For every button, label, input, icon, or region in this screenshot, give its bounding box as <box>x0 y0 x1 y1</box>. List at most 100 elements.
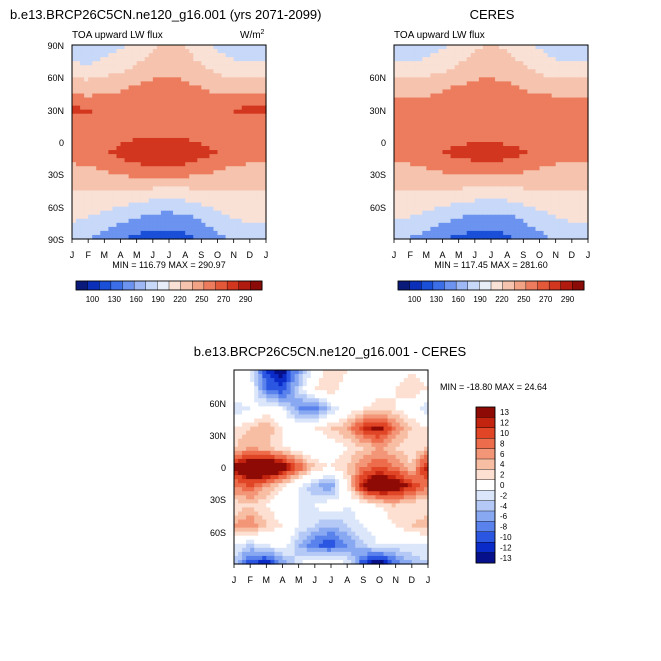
heatmap-cell <box>583 53 589 58</box>
heatmap-cell <box>547 57 553 62</box>
heatmap-cell <box>140 146 146 151</box>
heatmap-cell <box>177 226 182 232</box>
heatmap-cell <box>331 370 336 375</box>
heatmap-cell <box>503 93 508 99</box>
heatmap-cell <box>414 162 419 167</box>
heatmap-cell <box>193 194 198 200</box>
heatmap-cell <box>474 61 480 66</box>
heatmap-cell <box>450 198 456 204</box>
heatmap-cell <box>434 93 440 99</box>
heatmap-cell <box>241 105 247 111</box>
heatmap-cell <box>551 178 557 184</box>
heatmap-cell <box>144 222 150 228</box>
heatmap-cell <box>96 178 101 184</box>
panel-diff: b.e13.BRCP26C5CN.ne120_g16.001 - CERES 6… <box>194 344 547 585</box>
heatmap-cell <box>181 61 186 66</box>
heatmap-cell <box>523 125 528 131</box>
heatmap-cell <box>189 178 194 184</box>
heatmap-cell <box>225 57 231 62</box>
heatmap-cell <box>245 146 251 151</box>
heatmap-cell <box>148 218 154 224</box>
heatmap-cell <box>128 226 134 232</box>
heatmap-cell <box>523 137 528 143</box>
heatmap-cell <box>128 109 134 115</box>
heatmap-cell <box>430 125 436 131</box>
heatmap-cell <box>486 73 492 78</box>
heatmap-cell <box>92 69 97 74</box>
heatmap-cell <box>88 166 93 171</box>
heatmap-cell <box>579 154 585 159</box>
heatmap-cell <box>398 129 403 135</box>
heatmap-cell <box>189 121 194 127</box>
heatmap-cell <box>104 109 109 115</box>
heatmap-cell <box>567 65 573 70</box>
heatmap-cell <box>406 206 411 212</box>
heatmap-cell <box>298 386 304 391</box>
colorbar-swatch <box>75 280 89 291</box>
colorbar-swatch <box>490 280 504 291</box>
colorbar-swatch <box>203 280 217 291</box>
heatmap-cell <box>80 133 85 139</box>
heatmap-cell <box>406 121 411 127</box>
heatmap-cell <box>225 162 231 167</box>
heatmap-cell <box>213 158 219 163</box>
heatmap-cell <box>402 129 407 135</box>
heatmap-cell <box>567 121 573 127</box>
heatmap-cell <box>177 166 182 171</box>
heatmap-cell <box>402 202 407 208</box>
heatmap-cell <box>575 162 581 167</box>
heatmap-cell <box>306 382 312 387</box>
heatmap-cell <box>189 222 194 228</box>
heatmap-cell <box>205 214 211 220</box>
heatmap-cell <box>434 214 440 220</box>
heatmap-cell <box>503 97 508 103</box>
colorbar-label: 220 <box>173 295 187 304</box>
heatmap-cell <box>394 137 399 143</box>
panel-model-units-sup: 2 <box>261 29 265 36</box>
heatmap-cell <box>567 174 573 179</box>
heatmap-cell <box>156 182 162 188</box>
heatmap-cell <box>418 53 423 58</box>
heatmap-cell <box>80 158 85 163</box>
heatmap-cell <box>160 77 166 82</box>
heatmap-cell <box>567 194 573 200</box>
heatmap-cell <box>201 230 206 236</box>
heatmap-cell <box>347 374 352 379</box>
heatmap-cell <box>124 154 130 159</box>
heatmap-cell <box>164 202 170 208</box>
heatmap-cell <box>245 65 251 70</box>
heatmap-cell <box>241 85 247 91</box>
heatmap-cell <box>108 162 114 167</box>
heatmap-cell <box>559 101 565 107</box>
heatmap-cell <box>387 374 393 379</box>
heatmap-cell <box>197 117 202 123</box>
heatmap-cell <box>189 186 194 192</box>
heatmap-cell <box>132 158 138 163</box>
heatmap-cell <box>491 210 496 216</box>
heatmap-cell <box>519 210 524 216</box>
heatmap-cell <box>173 53 178 58</box>
heatmap-cell <box>88 210 93 216</box>
heatmap-cell <box>253 85 259 91</box>
heatmap-cell <box>92 142 97 147</box>
heatmap-cell <box>132 210 138 216</box>
heatmap-cell <box>539 45 545 50</box>
heatmap-cell <box>523 186 528 192</box>
heatmap-cell <box>503 214 508 220</box>
heatmap-cell <box>278 370 284 375</box>
heatmap-cell <box>136 218 142 224</box>
heatmap-cell <box>253 230 259 236</box>
heatmap-cell <box>177 125 182 131</box>
heatmap-cell <box>547 190 553 196</box>
heatmap-cell <box>185 49 190 54</box>
heatmap-cell <box>124 226 130 232</box>
heatmap-cell <box>563 65 569 70</box>
heatmap-cell <box>261 202 267 208</box>
heatmap-cell <box>454 202 460 208</box>
heatmap-cell <box>177 49 182 54</box>
heatmap-cell <box>331 378 336 383</box>
heatmap-cell <box>120 113 126 119</box>
heatmap-cell <box>245 226 251 232</box>
heatmap-cell <box>120 150 126 155</box>
heatmap-cell <box>515 81 520 87</box>
